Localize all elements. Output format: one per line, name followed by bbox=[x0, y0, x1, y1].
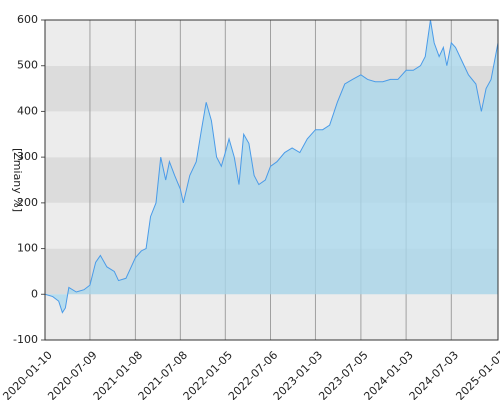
y-axis-label: [Zmiany %] bbox=[11, 148, 24, 212]
area-fill bbox=[45, 20, 498, 313]
plot-frame bbox=[44, 19, 499, 341]
y-tick-label: 500 bbox=[17, 59, 38, 72]
x-tick-label: 2025-01-07 bbox=[453, 349, 500, 400]
y-tick-label: 0 bbox=[31, 287, 38, 300]
y-tick-label: 200 bbox=[17, 196, 38, 209]
grid-band bbox=[45, 294, 498, 340]
y-tick-label: 400 bbox=[17, 104, 38, 117]
y-tick-label: -100 bbox=[13, 333, 38, 346]
y-tick-label: 600 bbox=[17, 13, 38, 26]
grid-band bbox=[45, 20, 498, 66]
y-tick-label: 300 bbox=[17, 150, 38, 163]
x-tick-label: 2024-07-03 bbox=[407, 349, 461, 400]
y-tick-label: 100 bbox=[17, 242, 38, 255]
line bbox=[44, 19, 499, 314]
